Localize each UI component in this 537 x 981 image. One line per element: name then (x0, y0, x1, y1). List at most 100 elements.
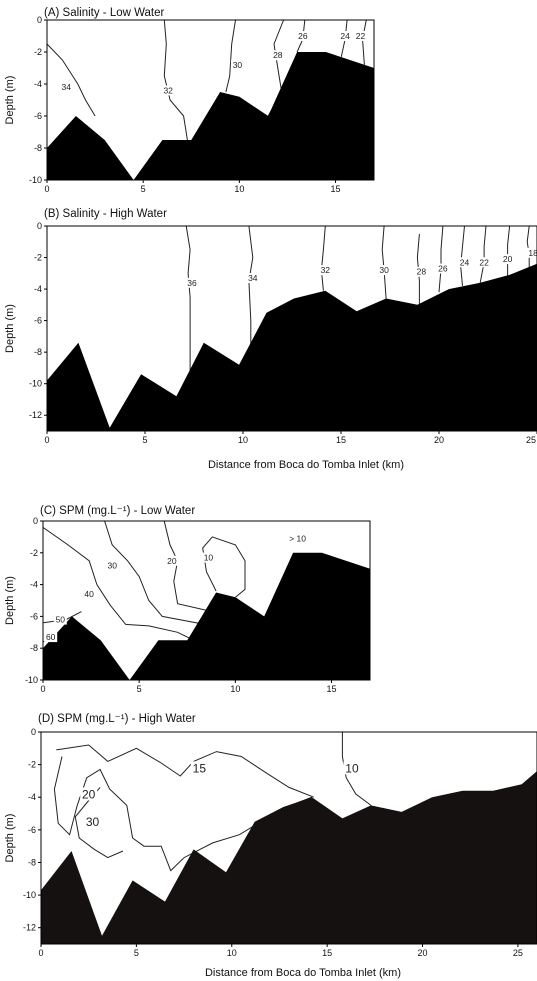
contour-line (53, 756, 313, 872)
y-tick-label: 0 (31, 727, 36, 737)
contour-label-bg (296, 31, 310, 41)
x-tick-label: 15 (327, 684, 337, 694)
contour-label: 22 (479, 257, 489, 267)
contour-label: 26 (438, 264, 448, 274)
contour-line (381, 226, 387, 299)
seabed-profile (47, 52, 374, 180)
y-tick-label: -4 (30, 580, 38, 590)
contour-label-bg (501, 254, 515, 265)
y-tick-label: -6 (34, 316, 42, 326)
contour-label: 30 (233, 60, 243, 70)
plot-frame (46, 225, 537, 432)
contour-label: 32 (321, 265, 331, 275)
x-tick-label: 5 (142, 435, 147, 445)
y-tick-label: 0 (33, 516, 38, 526)
plot-area (41, 732, 537, 944)
y-tick-label: -2 (34, 253, 42, 263)
plot-frame (46, 19, 375, 181)
contour-label: 15 (193, 761, 207, 775)
contour-label-bg (82, 589, 96, 600)
contour-label-bg (343, 761, 361, 775)
contour-label: 28 (273, 50, 283, 60)
y-axis-label: Depth (m) (4, 76, 16, 125)
contour-line (185, 226, 191, 376)
contour-label-bg (526, 247, 537, 258)
contour-line (320, 226, 326, 291)
seabed-profile (47, 263, 537, 431)
y-tick-label: -12 (23, 923, 36, 933)
contour-label: 10 (345, 761, 359, 775)
seabed-profile (43, 552, 370, 680)
panel-title: (A) Salinity - Low Water (44, 7, 165, 19)
contour-label-bg (338, 31, 352, 41)
y-axis-label: Depth (m) (4, 576, 16, 625)
x-tick-label: 0 (40, 684, 45, 694)
x-tick-label: 0 (44, 184, 49, 194)
contour-line (479, 226, 487, 283)
x-tick-label: 0 (44, 435, 49, 445)
contour-label: 30 (108, 561, 118, 571)
contour-line (248, 226, 254, 353)
contour-label: 24 (340, 31, 350, 41)
contour-line (104, 521, 205, 625)
y-tick-label: -6 (28, 825, 36, 835)
y-tick-label: -10 (29, 379, 42, 389)
y-tick-label: -10 (23, 890, 36, 900)
plot-frame (42, 520, 371, 681)
contour-label-bg (377, 265, 391, 276)
contour-label: 30 (86, 815, 100, 829)
contour-label: 26 (298, 31, 308, 41)
contour-line (43, 526, 198, 643)
y-tick-label: -6 (34, 111, 42, 121)
contour-line (47, 43, 96, 117)
plot-area (43, 521, 370, 680)
contour-label: 24 (460, 257, 470, 267)
seabed-profile (41, 771, 537, 944)
contour-label-bg (414, 266, 428, 277)
y-axis-label: Depth (m) (4, 814, 16, 863)
y-tick-label: -2 (28, 760, 36, 770)
x-tick-label: 25 (526, 435, 536, 445)
contour-line (341, 732, 372, 806)
contour-line (163, 521, 213, 613)
contour-label-bg (436, 263, 450, 274)
x-tick-label: 25 (513, 948, 523, 958)
contour-label-bg (477, 257, 491, 268)
contour-label: 36 (187, 278, 197, 288)
contour-line (460, 226, 465, 286)
contour-label: 18 (528, 248, 537, 258)
x-axis-label: Distance from Boca do Tomba Inlet (km) (205, 967, 401, 979)
y-tick-label: -8 (34, 143, 42, 153)
contour-label-bg (190, 761, 208, 775)
x-tick-label: 20 (434, 435, 444, 445)
contour-label: 34 (248, 273, 258, 283)
x-tick-label: 15 (336, 435, 346, 445)
contour-label-bg (185, 277, 199, 288)
panel-d: (D) SPM (mg.L⁻¹) - High Water 10 15 20 30 0 -2… (4, 713, 537, 979)
contour-label-bg (105, 560, 119, 571)
contour-label-bg (161, 85, 175, 96)
x-tick-label: 0 (38, 948, 43, 958)
contour-label-bg (53, 614, 67, 625)
x-tick-label: 15 (331, 184, 341, 194)
y-tick-label: -6 (30, 611, 38, 621)
contour-label: 10 (204, 553, 214, 563)
x-tick-label: 10 (234, 184, 244, 194)
y-tick-label: -12 (29, 410, 42, 420)
x-tick-label: 20 (418, 948, 428, 958)
contour-label-bg (271, 50, 285, 61)
contour-label-bg (354, 31, 368, 41)
contour-label: 20 (82, 787, 96, 801)
panel-b: (B) Salinity - High Water 36 34 32 30 28 26 24 2… (4, 208, 537, 471)
y-tick-label: -2 (30, 548, 38, 558)
x-tick-label: 10 (238, 435, 248, 445)
contour-line (56, 744, 314, 798)
contour-label: 22 (356, 31, 366, 41)
y-tick-label: -4 (34, 79, 42, 89)
contour-label-bg (84, 815, 102, 829)
contour-label: 40 (84, 589, 94, 599)
contour-label: 50 (56, 615, 66, 625)
contour-label-bg (201, 552, 215, 563)
contour-line (361, 20, 367, 65)
